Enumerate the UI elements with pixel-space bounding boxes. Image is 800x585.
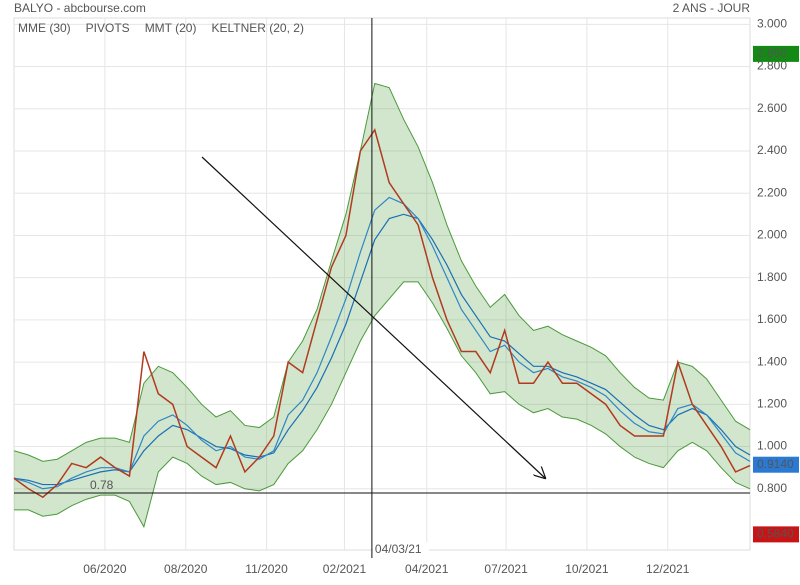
legend-entry: KELTNER (20, 2) [211,21,303,35]
chart-title: BALYO - abcbourse.com [14,1,146,15]
legend-entry: PIVOTS [86,21,130,35]
y-tick-label: 2.200 [757,185,787,199]
x-tick-label: 10/2021 [565,562,609,576]
price-badge [753,456,799,473]
x-tick-label: 02/2021 [323,562,367,576]
legend-entry: MMT (20) [145,21,197,35]
level-label: 0.78 [90,478,114,492]
legend-entry: MME (30) [18,21,71,35]
x-tick-label: 07/2021 [484,562,528,576]
price-badge [753,45,799,62]
price-line [13,128,751,499]
y-tick-label: 1.600 [757,312,787,326]
y-tick-label: 1.400 [757,354,787,368]
y-tick-label: 2.600 [757,101,787,115]
y-tick-label: 3.000 [757,17,787,31]
price-badge [753,526,799,543]
plot [13,18,751,558]
x-tick-label: 06/2020 [83,562,127,576]
x-tick-label: 04/2021 [405,562,449,576]
y-tick-label: 2.800 [757,59,787,73]
y-tick-label: 2.000 [757,228,787,242]
x-tick-label: 12/2021 [646,562,690,576]
y-tick-label: 1.000 [757,439,787,453]
period-label: 2 ANS - JOUR [673,1,751,15]
price-badge-label: 2.860 [757,46,787,60]
keltner-band [14,83,750,527]
crosshair-label-bg [372,542,429,557]
keltner-line [14,281,751,529]
y-tick-label: 0.800 [757,481,787,495]
y-tick-label: 1.200 [757,397,787,411]
crosshair-label: 04/03/21 [375,542,422,556]
x-tick-label: 11/2020 [245,562,288,576]
y-tick-label: 1.800 [757,270,787,284]
y-tick-label: 2.400 [757,143,787,157]
ma-line [13,213,751,486]
price-badge-label: 0.5840 [757,527,794,541]
ma-line [13,196,751,490]
trend-arrow [201,156,545,478]
price-badge-label: 0.9140 [757,457,794,471]
x-tick-label: 08/2020 [164,562,208,576]
